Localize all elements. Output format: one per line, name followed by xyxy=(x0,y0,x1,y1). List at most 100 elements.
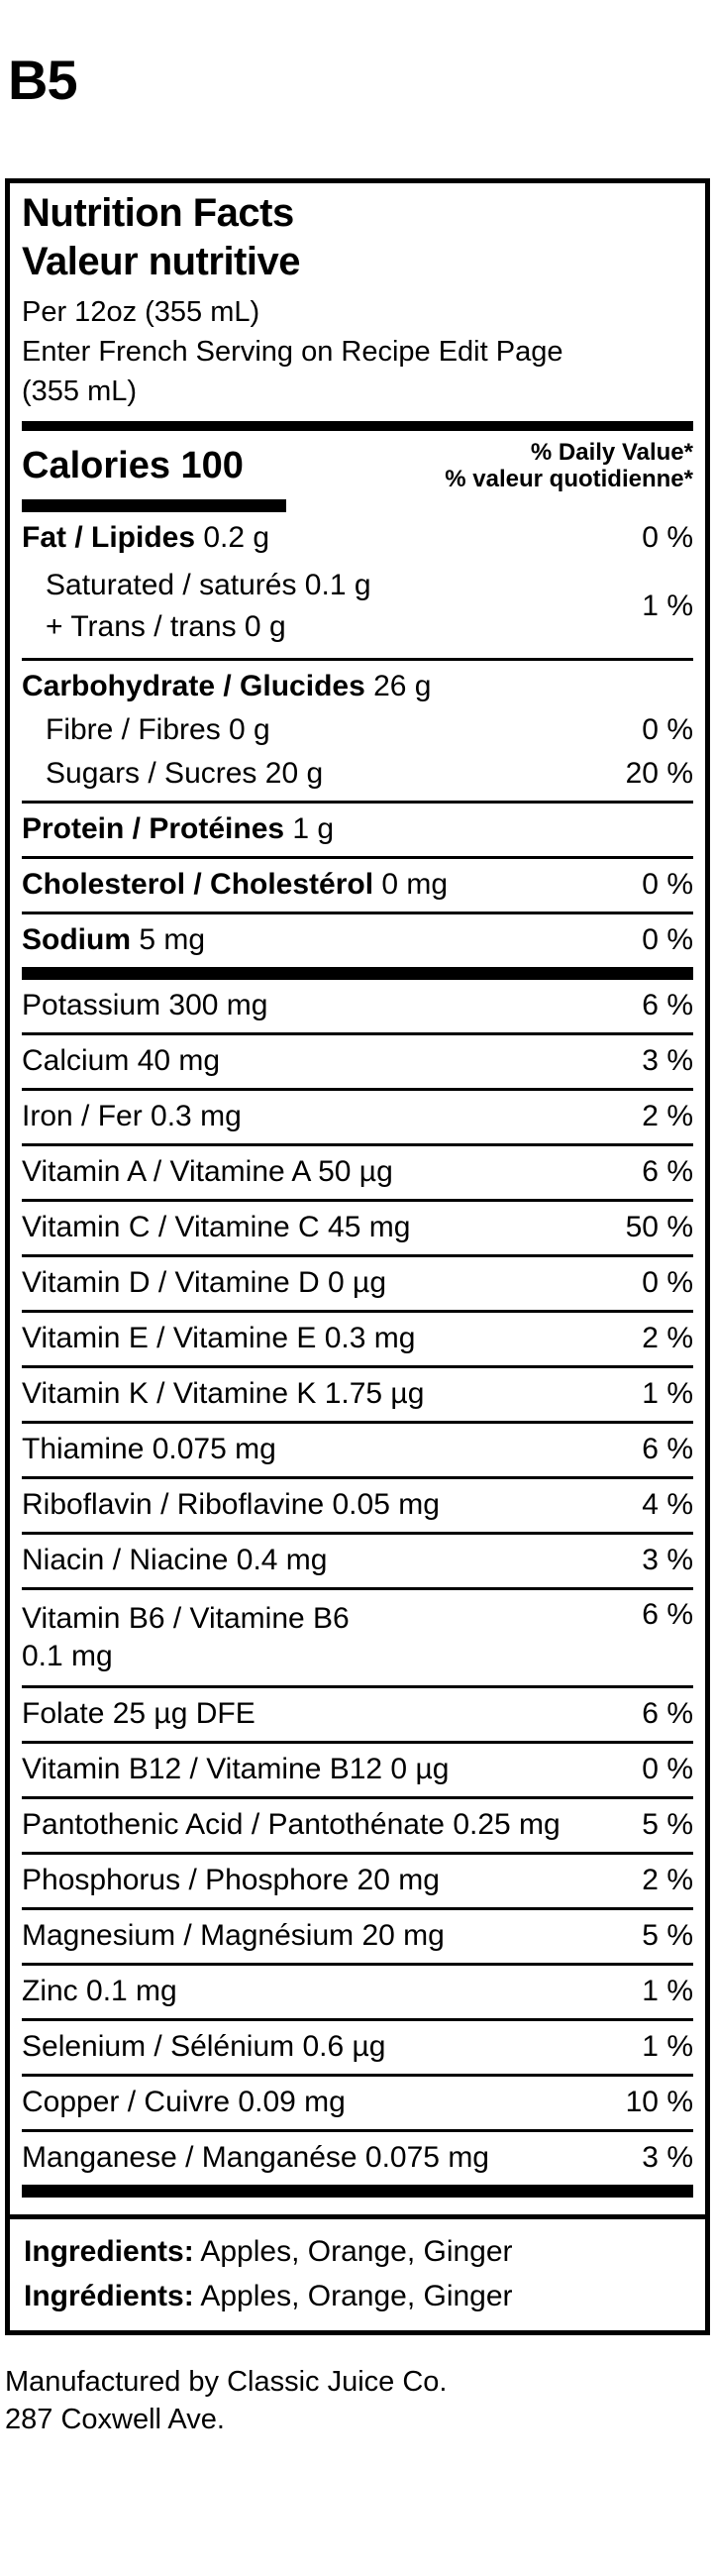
nutrient-row-niacin: Niacin / Niacine 0.4 mg 3 % xyxy=(22,1532,693,1587)
vitamin-c-dv: 50 % xyxy=(625,1211,693,1243)
panel-title: Nutrition Facts Valeur nutritive xyxy=(22,189,693,286)
nutrient-row-zinc: Zinc 0.1 mg 1 % xyxy=(22,1963,693,2018)
potassium-dv: 6 % xyxy=(642,989,693,1021)
magnesium-text: Magnesium / Magnésium 20 mg xyxy=(22,1919,445,1952)
vitamin-k-dv: 1 % xyxy=(642,1377,693,1410)
nutrient-row-fibre: Fibre / Fibres 0 g 0 % xyxy=(22,713,693,757)
ingredients-text-en: Apples, Orange, Ginger xyxy=(193,2235,513,2268)
cholesterol-dv: 0 % xyxy=(642,868,693,901)
thiamine-dv: 6 % xyxy=(642,1433,693,1465)
nutrient-row-magnesium: Magnesium / Magnésium 20 mg 5 % xyxy=(22,1907,693,1963)
folate-dv: 6 % xyxy=(642,1697,693,1730)
fibre-dv: 0 % xyxy=(642,713,693,746)
vitamin-b6-text: Vitamin B6 / Vitamine B6 xyxy=(22,1602,350,1635)
nutrient-row-potassium: Potassium 300 mg 6 % xyxy=(22,980,693,1032)
sodium-name: Sodium xyxy=(22,923,131,956)
nutrient-row-copper: Copper / Cuivre 0.09 mg 10 % xyxy=(22,2074,693,2129)
panel-title-fr: Valeur nutritive xyxy=(22,240,300,283)
pantothenic-acid-dv: 5 % xyxy=(642,1808,693,1841)
nutrient-row-pantothenic-acid: Pantothenic Acid / Pantothénate 0.25 mg … xyxy=(22,1796,693,1852)
nutrient-row-selenium: Selenium / Sélénium 0.6 µg 1 % xyxy=(22,2018,693,2074)
cholesterol-amount: 0 mg xyxy=(373,868,449,901)
serving-size-fr-placeholder: Enter French Serving on Recipe Edit Page xyxy=(22,336,563,368)
copper-dv: 10 % xyxy=(625,2086,693,2118)
niacin-text: Niacin / Niacine 0.4 mg xyxy=(22,1544,328,1576)
nutrient-row-vitamin-k: Vitamin K / Vitamine K 1.75 µg 1 % xyxy=(22,1365,693,1421)
vitamin-b12-dv: 0 % xyxy=(642,1753,693,1785)
fat-amount: 0.2 g xyxy=(195,521,270,554)
carb-name: Carbohydrate / Glucides xyxy=(22,670,365,702)
nutrient-row-thiamine: Thiamine 0.075 mg 6 % xyxy=(22,1421,693,1476)
panel-title-en: Nutrition Facts xyxy=(22,191,294,235)
vitamin-a-text: Vitamin A / Vitamine A 50 µg xyxy=(22,1155,393,1188)
nutrient-row-iron: Iron / Fer 0.3 mg 2 % xyxy=(22,1088,693,1143)
serving-size-en: Per 12oz (355 mL) xyxy=(22,296,260,328)
vitamin-d-text: Vitamin D / Vitamine D 0 µg xyxy=(22,1266,386,1299)
vitamin-k-text: Vitamin K / Vitamine K 1.75 µg xyxy=(22,1377,425,1410)
nutrient-row-vitamin-a: Vitamin A / Vitamine A 50 µg 6 % xyxy=(22,1143,693,1199)
protein-name: Protein / Protéines xyxy=(22,812,285,845)
nutrient-row-vitamin-b6: Vitamin B6 / Vitamine B6 0.1 mg 6 % xyxy=(22,1587,693,1685)
nutrient-rows: Fat / Lipides 0.2 g 0 % Saturated / satu… xyxy=(22,512,693,2277)
serving-size-fr-volume: (355 mL) xyxy=(22,376,138,407)
manganese-dv: 3 % xyxy=(642,2141,693,2174)
thick-rule xyxy=(22,2185,693,2198)
nutrient-row-protein: Protein / Protéines 1 g xyxy=(22,801,693,856)
nutrient-row-manganese: Manganese / Manganése 0.075 mg 3 % xyxy=(22,2129,693,2185)
nutrient-row-vitamin-e: Vitamin E / Vitamine E 0.3 mg 2 % xyxy=(22,1310,693,1365)
protein-amount: 1 g xyxy=(284,812,335,845)
vitamin-d-dv: 0 % xyxy=(642,1266,693,1299)
calcium-text: Calcium 40 mg xyxy=(22,1044,221,1077)
fat-name: Fat / Lipides xyxy=(22,521,196,554)
trans-line: + Trans / trans 0 g xyxy=(46,610,286,643)
thick-rule xyxy=(22,967,693,980)
magnesium-dv: 5 % xyxy=(642,1919,693,1952)
daily-value-header-en: % Daily Value* xyxy=(530,439,693,466)
ingredients-line-en: Ingredients: Apples, Orange, Ginger xyxy=(24,2229,691,2274)
ingredients-panel: Ingredients: Apples, Orange, Ginger Ingr… xyxy=(5,2214,710,2335)
zinc-text: Zinc 0.1 mg xyxy=(22,1975,177,2007)
folate-text: Folate 25 µg DFE xyxy=(22,1697,255,1730)
page-code: B5 xyxy=(8,49,78,111)
manufacturer-name: Manufactured by Classic Juice Co. xyxy=(5,2366,448,2398)
vitamin-b6-amount: 0.1 mg xyxy=(22,1640,113,1672)
vitamin-b6-dv: 6 % xyxy=(642,1598,693,1631)
calories-rule xyxy=(22,499,286,512)
fibre-text: Fibre / Fibres 0 g xyxy=(46,713,270,746)
nutrient-row-vitamin-c: Vitamin C / Vitamine C 45 mg 50 % xyxy=(22,1199,693,1254)
thiamine-text: Thiamine 0.075 mg xyxy=(22,1433,276,1465)
nutrient-row-sugars: Sugars / Sucres 20 g 20 % xyxy=(22,757,693,801)
iron-text: Iron / Fer 0.3 mg xyxy=(22,1100,242,1132)
saturated-line: Saturated / saturés 0.1 g xyxy=(46,569,371,601)
calories-row: Calories 100 % Daily Value* % valeur quo… xyxy=(22,439,693,492)
zinc-dv: 1 % xyxy=(642,1975,693,2007)
daily-value-header: % Daily Value* % valeur quotidienne* xyxy=(445,439,693,492)
nutrient-row-calcium: Calcium 40 mg 3 % xyxy=(22,1032,693,1088)
sodium-dv: 0 % xyxy=(642,923,693,956)
nutrient-row-cholesterol: Cholesterol / Cholestérol 0 mg 0 % xyxy=(22,856,693,912)
nutrient-row-folate: Folate 25 µg DFE 6 % xyxy=(22,1685,693,1741)
ingredients-label-fr: Ingrédients: xyxy=(24,2280,194,2312)
manufacturer-info: Manufactured by Classic Juice Co. 287 Co… xyxy=(5,2363,447,2438)
vitamin-b12-text: Vitamin B12 / Vitamine B12 0 µg xyxy=(22,1753,450,1785)
nutrition-facts-panel: Nutrition Facts Valeur nutritive Per 12o… xyxy=(5,178,710,2294)
nutrient-row-fat: Fat / Lipides 0.2 g 0 % xyxy=(22,512,693,565)
potassium-text: Potassium 300 mg xyxy=(22,989,268,1021)
nutrient-row-vitamin-b12: Vitamin B12 / Vitamine B12 0 µg 0 % xyxy=(22,1741,693,1796)
calories-value: Calories 100 xyxy=(22,445,244,486)
copper-text: Copper / Cuivre 0.09 mg xyxy=(22,2086,346,2118)
niacin-dv: 3 % xyxy=(642,1544,693,1576)
nutrient-row-sodium: Sodium 5 mg 0 % xyxy=(22,912,693,967)
ingredients-text-fr: Apples, Orange, Ginger xyxy=(193,2280,513,2312)
sugars-dv: 20 % xyxy=(625,757,693,790)
calcium-dv: 3 % xyxy=(642,1044,693,1077)
ingredients-label-en: Ingredients: xyxy=(24,2235,194,2268)
vitamin-e-text: Vitamin E / Vitamine E 0.3 mg xyxy=(22,1322,416,1354)
fat-dv: 0 % xyxy=(642,521,693,554)
selenium-text: Selenium / Sélénium 0.6 µg xyxy=(22,2030,386,2063)
iron-dv: 2 % xyxy=(642,1100,693,1132)
pantothenic-acid-text: Pantothenic Acid / Pantothénate 0.25 mg xyxy=(22,1808,561,1841)
thick-rule xyxy=(22,421,693,431)
nutrient-row-saturated-trans: Saturated / saturés 0.1 g + Trans / tran… xyxy=(22,565,693,658)
riboflavin-dv: 4 % xyxy=(642,1488,693,1521)
